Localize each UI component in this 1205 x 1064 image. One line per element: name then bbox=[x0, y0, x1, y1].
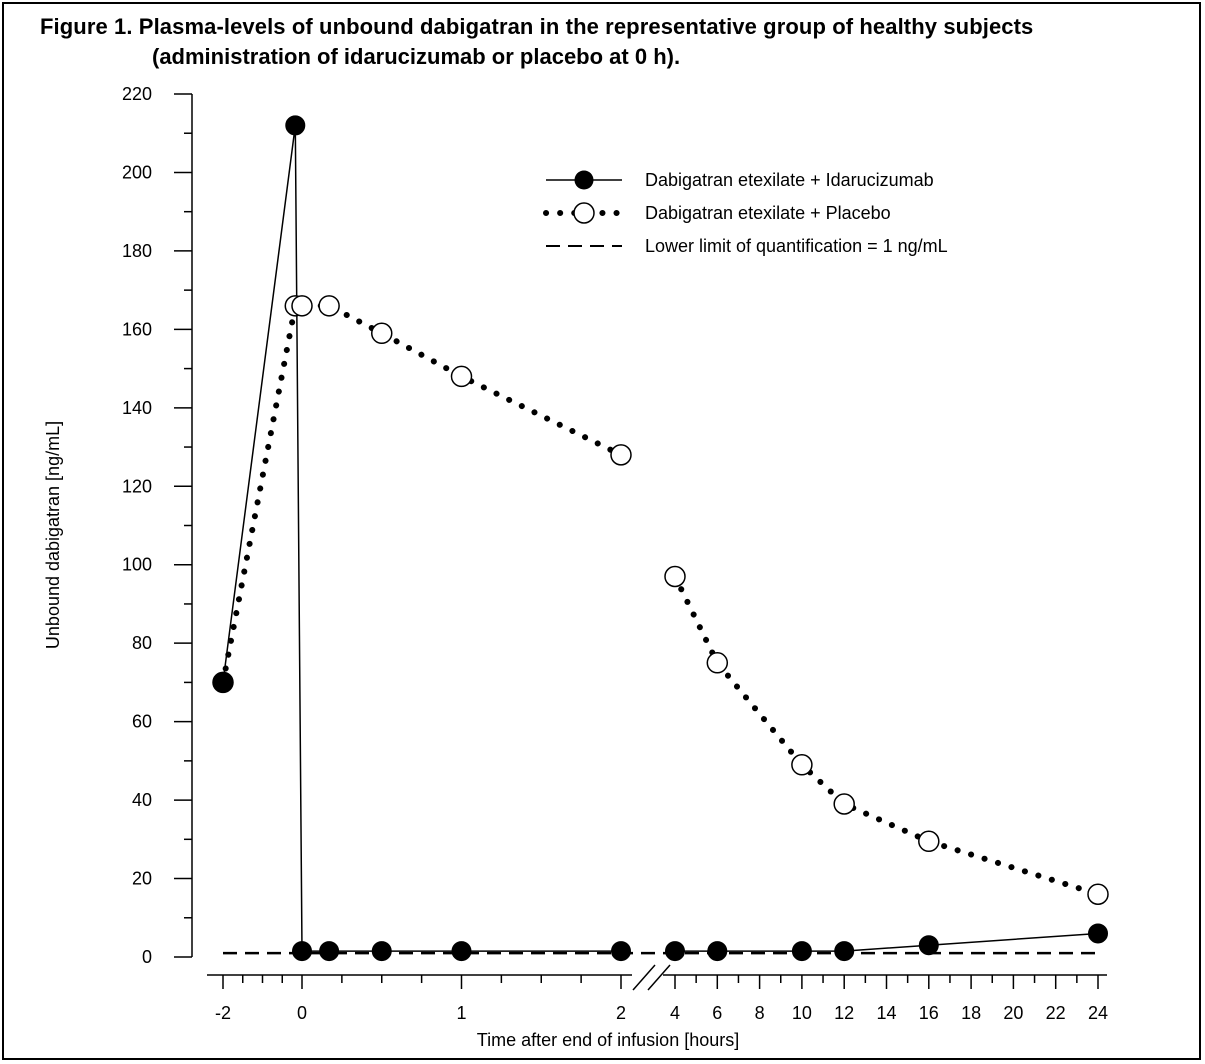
idarucizumab-point bbox=[292, 941, 312, 962]
placebo-point bbox=[371, 322, 393, 345]
placebo-series-line bbox=[220, 302, 624, 686]
idarucizumab-point bbox=[451, 941, 472, 962]
x-tick-label: 20 bbox=[1003, 1003, 1023, 1023]
x-tick-label: 2 bbox=[616, 1003, 626, 1023]
placebo-point bbox=[291, 295, 313, 317]
x-tick-label: 12 bbox=[834, 1003, 854, 1023]
y-tick-label: 0 bbox=[142, 947, 152, 967]
y-tick-label: 40 bbox=[132, 790, 152, 810]
idarucizumab-point bbox=[319, 941, 340, 962]
idarucizumab-point bbox=[834, 941, 855, 962]
y-tick-label: 200 bbox=[122, 162, 152, 182]
y-tick-label: 220 bbox=[122, 84, 152, 104]
idarucizumab-point bbox=[213, 672, 233, 693]
x-tick-label: 24 bbox=[1088, 1003, 1108, 1023]
placebo-point bbox=[833, 793, 855, 815]
idarucizumab-point bbox=[918, 935, 939, 956]
y-tick-label: 180 bbox=[122, 241, 152, 261]
y-tick-label: 120 bbox=[122, 476, 152, 496]
y-tick-label: 160 bbox=[122, 319, 152, 339]
placebo-series-line bbox=[672, 573, 1101, 898]
idarucizumab-point bbox=[285, 115, 306, 136]
y-tick-label: 20 bbox=[132, 869, 152, 889]
placebo-point bbox=[664, 565, 686, 588]
idarucizumab-point bbox=[791, 941, 812, 962]
legend: Dabigatran etexilate + Idarucizumab Dabig… bbox=[543, 170, 948, 256]
legend-marker-placebo bbox=[573, 202, 595, 224]
x-axis-label: Time after end of infusion [hours] bbox=[477, 1030, 739, 1050]
idarucizumab-point bbox=[665, 941, 685, 962]
x-tick-label: 16 bbox=[919, 1003, 939, 1023]
y-axis-label: Unbound dabigatran [ng/mL] bbox=[43, 421, 63, 649]
x-tick-label: 1 bbox=[456, 1003, 466, 1023]
placebo-point bbox=[610, 444, 632, 466]
chart-title-line2: (administration of idarucizumab or place… bbox=[152, 44, 681, 69]
x-tick-label: 6 bbox=[712, 1003, 722, 1023]
series-layer bbox=[212, 115, 1109, 962]
idarucizumab-point bbox=[371, 941, 392, 962]
x-tick-label: 4 bbox=[670, 1003, 680, 1023]
y-tick-label: 80 bbox=[132, 633, 152, 653]
y-tick-label: 140 bbox=[122, 398, 152, 418]
idarucizumab-point bbox=[1088, 923, 1108, 944]
idarucizumab-series-line bbox=[222, 125, 621, 952]
legend-marker-idarucizumab bbox=[574, 170, 594, 190]
placebo-point bbox=[791, 754, 813, 776]
placebo-point bbox=[450, 365, 473, 388]
x-axis-break-mark bbox=[632, 964, 656, 991]
idarucizumab-series-line bbox=[675, 932, 1099, 952]
placebo-point bbox=[1087, 883, 1109, 905]
legend-label-idarucizumab: Dabigatran etexilate + Idarucizumab bbox=[645, 170, 934, 190]
y-tick-label: 100 bbox=[122, 555, 152, 575]
x-tick-label: 8 bbox=[755, 1003, 765, 1023]
x-tick-label: 18 bbox=[961, 1003, 981, 1023]
x-axis-break-mark bbox=[647, 964, 671, 991]
placebo-point bbox=[706, 652, 729, 674]
y-tick-label: 60 bbox=[132, 712, 152, 732]
placebo-point bbox=[918, 830, 940, 853]
x-tick-label: 22 bbox=[1046, 1003, 1066, 1023]
chart-title-line1: Figure 1. Plasma-levels of unbound dabig… bbox=[40, 14, 1034, 39]
x-tick-label: -2 bbox=[215, 1003, 231, 1023]
legend-label-placebo: Dabigatran etexilate + Placebo bbox=[645, 203, 891, 223]
x-tick-label: 0 bbox=[297, 1003, 307, 1023]
x-tick-label: 10 bbox=[792, 1003, 812, 1023]
placebo-point bbox=[318, 295, 340, 317]
legend-label-lloq: Lower limit of quantification = 1 ng/mL bbox=[645, 236, 948, 256]
idarucizumab-point bbox=[707, 941, 728, 962]
x-tick-label: 14 bbox=[876, 1003, 896, 1023]
idarucizumab-point bbox=[611, 941, 631, 962]
